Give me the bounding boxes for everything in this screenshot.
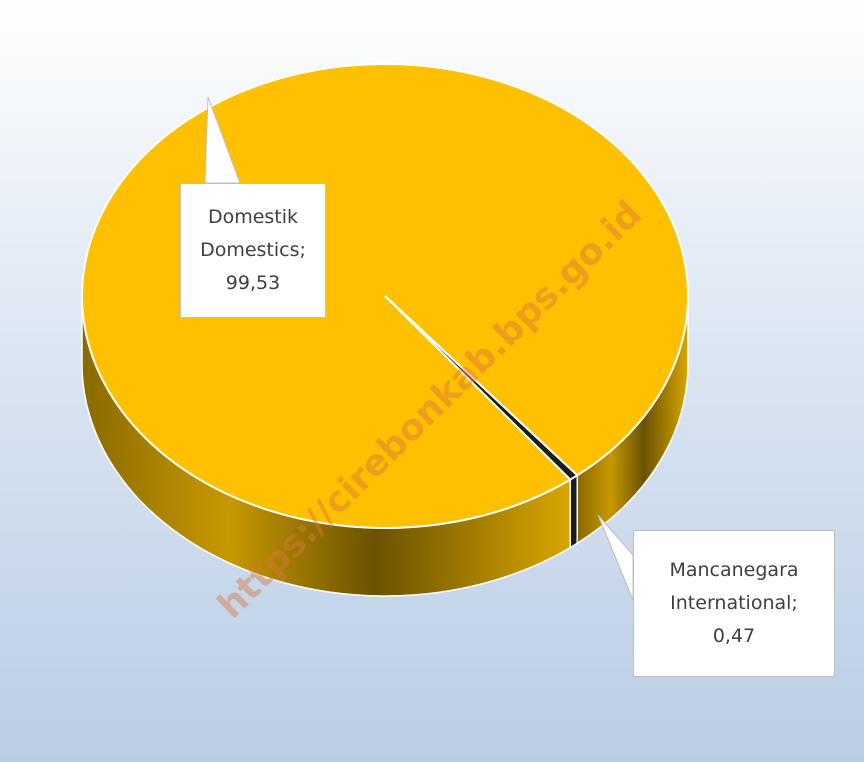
label-value: 0,47 xyxy=(712,625,756,647)
label-category-line: Mancanegara International; xyxy=(646,554,822,620)
label-category-line: Domestik Domestics; xyxy=(193,201,313,267)
pie-slice xyxy=(384,295,579,481)
label-separator: ; xyxy=(791,592,798,614)
label-category: Domestik Domestics xyxy=(200,206,300,261)
label-value: 99,53 xyxy=(225,272,281,294)
label-category: Mancanegara International xyxy=(669,559,799,614)
slice-side xyxy=(569,473,579,549)
label-separator: ; xyxy=(299,239,306,261)
data-label: Domestik Domestics; 99,53 xyxy=(180,183,326,318)
callout-pointer xyxy=(597,514,634,601)
data-label: Mancanegara International; 0,47 xyxy=(633,530,835,677)
